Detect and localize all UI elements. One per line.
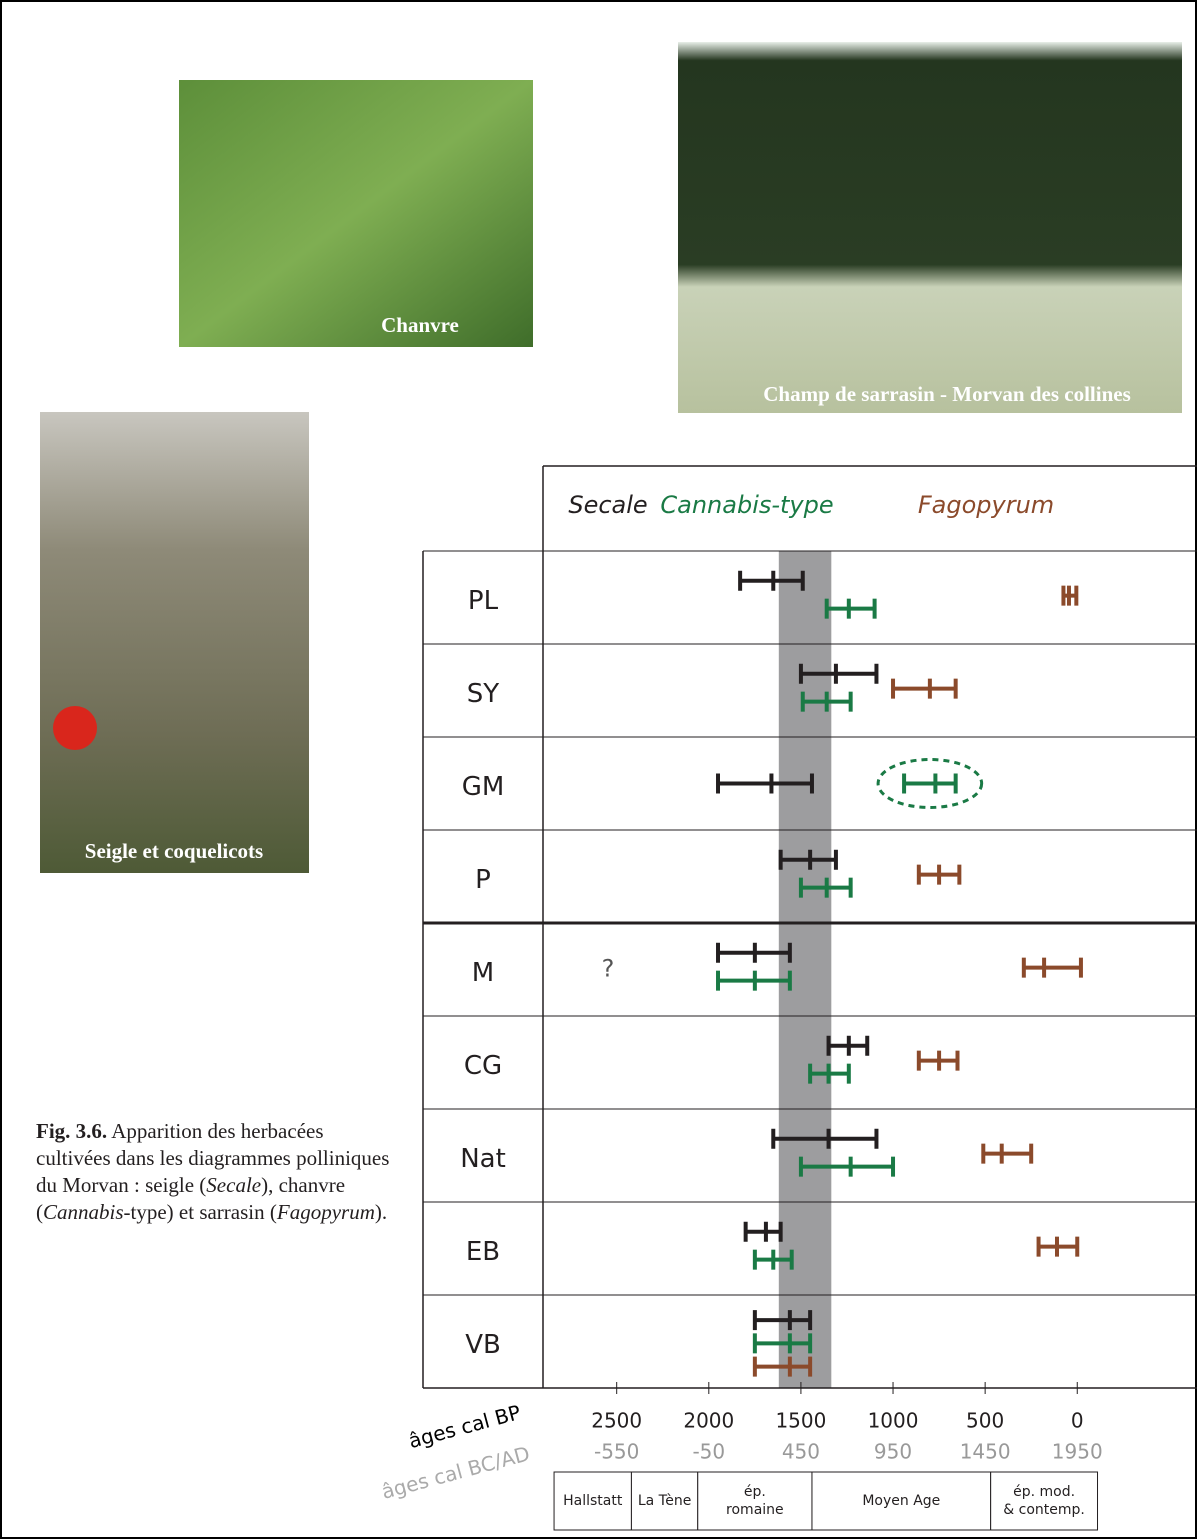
caption-text: ), chanvre ( [36,1173,346,1224]
period-cell [990,1471,1099,1531]
period-label: ép. [744,1484,766,1500]
photo-buckwheat [678,42,1182,413]
period-label: La Tène [638,1493,692,1509]
x2-axis-label: âges cal BC/AD [379,1441,532,1504]
caption-text: Fagopyrum [276,1200,375,1224]
row-label: CG [464,1051,502,1081]
annotation: ? [602,955,615,983]
caption-text: Apparition des herbacées cultivées dans … [36,1119,390,1197]
x-tick-label: 500 [966,1409,1004,1433]
x-tick-label: 1500 [775,1409,826,1433]
x-axis-label: âges cal BP [406,1400,523,1453]
chart: Secale Cannabis-type Fagopyrum PL SY GM P M CG Na… [379,465,1197,1531]
caption-text: Secale [206,1173,262,1197]
caption-text: Cannabis [43,1200,124,1224]
period-label: ép. mod. [1013,1484,1075,1500]
period-label: Moyen Age [862,1493,940,1509]
photo-hemp [179,80,533,347]
period-cell [811,1471,992,1531]
x-tick-label: 1000 [868,1409,919,1433]
figure-caption: Fig. 3.6. Apparition des herbacées culti… [36,1118,396,1226]
x2-tick-label: 450 [782,1440,820,1464]
period-label: & contemp. [1003,1502,1085,1518]
photo-caption: Champ de sarrasin - Morvan des collines [763,382,1131,406]
legend-label: Cannabis-type [660,491,833,519]
x2-tick-label: -50 [692,1440,725,1464]
caption-text: -type) et sarrasin ( [123,1200,277,1224]
photo-caption: Seigle et coquelicots [85,839,263,863]
x-tick-label: 0 [1071,1409,1084,1433]
row-label: Nat [460,1144,506,1174]
row-label: GM [462,772,505,802]
row-label: P [475,865,491,895]
period-label: romaine [726,1502,784,1518]
caption-label: Fig. 3.6. [36,1119,108,1143]
x2-tick-label: 1450 [960,1440,1011,1464]
photo-rye [40,412,309,873]
poppy [53,706,97,750]
row-label: EB [466,1237,500,1267]
row-label: VB [465,1330,501,1360]
row-label: PL [468,586,499,616]
period-cell [697,1471,813,1531]
caption-text: ). [374,1200,388,1224]
x2-tick-label: -550 [594,1440,639,1464]
legend-label: Fagopyrum [918,491,1054,519]
row-label: SY [467,679,500,709]
photo-caption: Chanvre [381,313,459,337]
x2-tick-label: 950 [874,1440,912,1464]
period-cell [553,1471,632,1531]
legend-label: Secale [568,491,647,519]
x-tick-label: 2000 [683,1409,734,1433]
row-label: M [472,958,494,988]
highlight-ellipse [876,758,984,809]
x2-tick-label: 1950 [1052,1440,1103,1464]
period-label: Hallstatt [563,1493,623,1509]
highlight-band [778,551,832,1388]
x-tick-label: 2500 [591,1409,642,1433]
